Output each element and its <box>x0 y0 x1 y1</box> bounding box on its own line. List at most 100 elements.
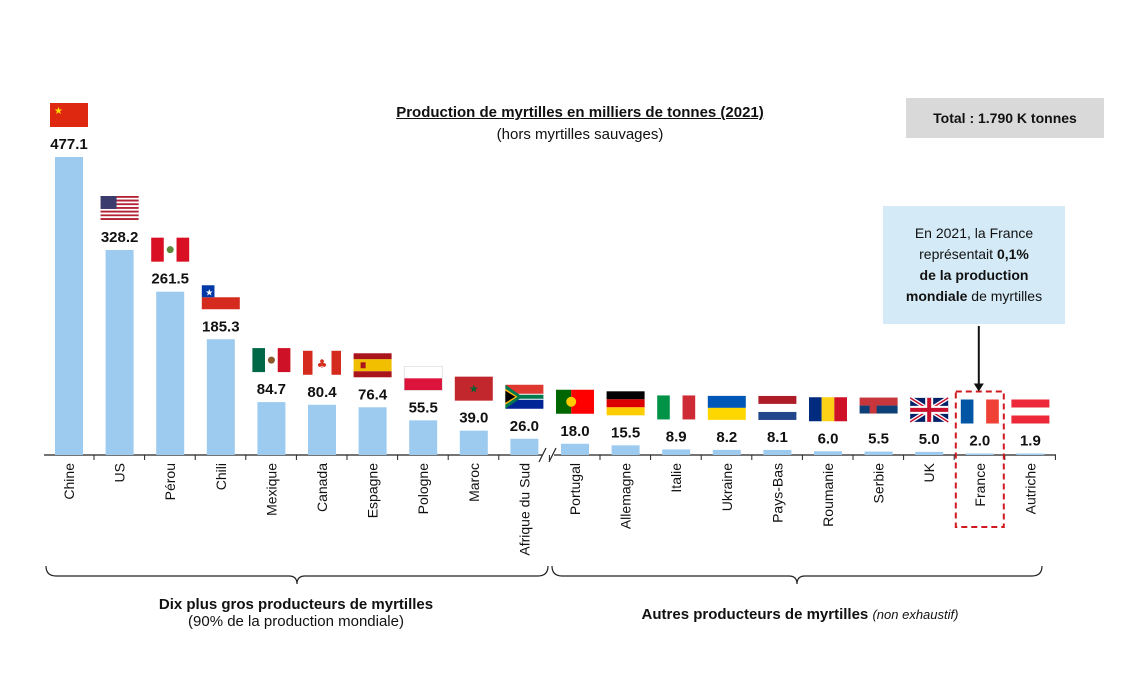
romania-flag <box>809 397 847 422</box>
south-africa-flag <box>505 384 544 409</box>
value-label-uk: 5.0 <box>919 431 940 448</box>
callout-line-3: de la production <box>919 267 1029 283</box>
france-callout: En 2021, la France représentait 0,1% de … <box>883 206 1065 324</box>
category-label-italie: Italie <box>668 463 684 493</box>
category-label-chine: Chine <box>61 463 77 500</box>
value-label-pays-bas: 8.1 <box>767 429 788 446</box>
bar-pologne <box>409 420 438 455</box>
value-label-portugal: 18.0 <box>560 423 589 440</box>
mexico-flag <box>252 348 291 373</box>
chile-flag: ★ <box>201 285 240 310</box>
category-label-pays-bas: Pays-Bas <box>769 463 785 523</box>
value-label-canada: 80.4 <box>307 384 337 401</box>
bar-ukraine <box>712 449 741 455</box>
brace-top-producers <box>45 565 549 585</box>
value-label-autriche: 1.9 <box>1020 433 1041 450</box>
bar-uk <box>915 451 944 455</box>
svg-text:★: ★ <box>469 383 479 396</box>
austria-flag <box>1011 399 1050 424</box>
category-label-espagne: Espagne <box>365 463 381 518</box>
category-label-chili: Chili <box>213 463 229 490</box>
bar-mexique <box>257 402 286 455</box>
bar-autriche <box>1016 453 1045 455</box>
bar-us <box>105 250 134 455</box>
category-label-portugal: Portugal <box>567 463 583 515</box>
value-label-us: 328.2 <box>101 229 139 246</box>
germany-flag <box>606 391 645 416</box>
group-title-left: Dix plus gros producteurs de myrtilles <box>158 596 434 613</box>
france-flag <box>960 399 999 424</box>
netherlands-flag <box>758 395 797 420</box>
group-sub-left: (90% de la production mondiale) <box>188 613 404 630</box>
uk-flag <box>909 396 950 424</box>
portugal-flag <box>556 389 594 414</box>
china-flag: ★ <box>50 103 88 127</box>
category-label-allemagne: Allemagne <box>618 463 634 529</box>
category-label-france: France <box>972 463 988 507</box>
value-label-p-rou: 261.5 <box>151 271 189 288</box>
bar-serbie <box>864 451 893 455</box>
value-label-roumanie: 6.0 <box>818 430 839 447</box>
brace-other-producers <box>551 565 1043 585</box>
bar-portugal <box>561 443 589 455</box>
value-label-maroc: 39.0 <box>459 410 488 427</box>
value-label-france: 2.0 <box>969 433 990 450</box>
value-label-mexique: 84.7 <box>257 381 286 398</box>
us-flag <box>100 196 139 221</box>
value-label-espagne: 76.4 <box>358 386 388 403</box>
category-label-mexique: Mexique <box>263 463 279 516</box>
callout-line-1: En 2021, la France <box>914 225 1034 241</box>
category-label-pologne: Pologne <box>415 463 431 515</box>
total-box: Total : 1.790 K tonnes <box>906 98 1104 138</box>
bar-p-rou <box>156 291 185 455</box>
value-label-chine: 477.1 <box>50 136 88 153</box>
morocco-flag: ★ <box>454 376 493 401</box>
bar-afrique-du-sud <box>510 438 539 455</box>
bar-canada <box>308 404 336 455</box>
category-label-us: US <box>112 463 128 482</box>
chart-subtitle: (hors myrtilles sauvages) <box>496 126 664 143</box>
value-label-ukraine: 8.2 <box>716 429 737 446</box>
peru-flag <box>151 237 190 262</box>
callout-line-4: mondiale de myrtilles <box>905 288 1043 304</box>
chart-title: Production de myrtilles en milliers de t… <box>396 104 764 121</box>
value-label-italie: 8.9 <box>666 428 687 445</box>
category-label-canada: Canada <box>314 463 330 512</box>
bar-roumanie <box>814 451 842 455</box>
bar-chine <box>55 157 83 455</box>
category-label-ukraine: Ukraine <box>719 463 735 511</box>
value-label-allemagne: 15.5 <box>611 424 640 441</box>
category-label-roumanie: Roumanie <box>820 463 836 527</box>
bar-maroc <box>459 430 488 455</box>
value-label-serbie: 5.5 <box>868 431 889 448</box>
svg-text:♣: ♣ <box>317 357 328 371</box>
bar-allemagne <box>611 445 640 455</box>
ukraine-flag <box>707 395 746 420</box>
group-label-other-producers: Autres producteurs de myrtilles (non exh… <box>560 606 1040 623</box>
bar-chili <box>206 339 235 455</box>
bar-italie <box>662 449 691 455</box>
bar-pays-bas <box>763 449 792 455</box>
canada-flag: ♣ <box>303 350 341 375</box>
category-label-autriche: Autriche <box>1022 463 1038 515</box>
category-label-uk: UK <box>921 462 937 482</box>
serbia-flag <box>859 397 898 422</box>
svg-text:★: ★ <box>205 288 213 298</box>
value-label-chili: 185.3 <box>202 318 240 335</box>
value-label-afrique-du-sud: 26.0 <box>510 418 539 435</box>
group-title-right: Autres producteurs de myrtilles <box>641 606 869 623</box>
category-label-maroc: Maroc <box>466 463 482 502</box>
poland-flag <box>403 366 443 391</box>
bar-espagne <box>358 407 387 455</box>
value-label-pologne: 55.5 <box>409 399 438 416</box>
spain-flag <box>353 353 392 378</box>
italy-flag <box>657 395 696 420</box>
bar-france <box>965 453 994 455</box>
category-label-afrique-du-sud: Afrique du Sud <box>516 463 532 556</box>
category-label-p-rou: Pérou <box>162 463 178 500</box>
axis-break-mark <box>538 447 557 463</box>
group-sub-right: (non exhaustif) <box>872 607 959 622</box>
group-label-top-producers: Dix plus gros producteurs de myrtilles (… <box>96 596 496 630</box>
france-highlight-box <box>954 390 1005 528</box>
